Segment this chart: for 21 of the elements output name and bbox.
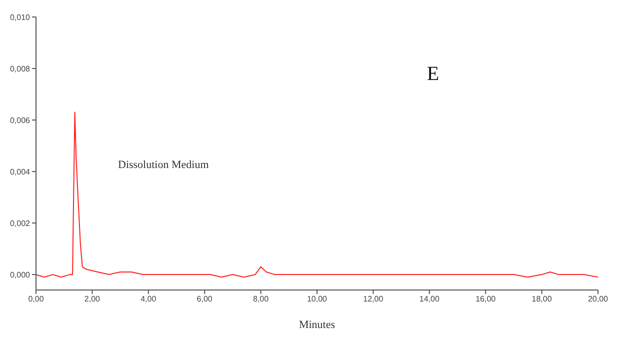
x-tick-label: 20,00 bbox=[588, 294, 609, 304]
x-tick-label: 2,00 bbox=[84, 294, 101, 304]
y-tick-label: 0,002 bbox=[10, 218, 31, 228]
line-series bbox=[36, 112, 598, 278]
x-axis-title: Minutes bbox=[298, 319, 336, 331]
x-tick-label: 12,00 bbox=[363, 294, 384, 304]
y-tick-label: 0,004 bbox=[10, 167, 31, 176]
x-tick-label: 4,00 bbox=[140, 294, 157, 304]
x-tick-label: 10,00 bbox=[306, 294, 328, 304]
x-tick-label: 0,00 bbox=[28, 294, 44, 304]
x-tick-label: 6,00 bbox=[196, 294, 213, 304]
x-tick-label: 18,00 bbox=[532, 294, 552, 304]
y-tick-label: 0,006 bbox=[10, 116, 31, 125]
text: E bbox=[426, 63, 440, 85]
y-tick-label: 0,010 bbox=[10, 12, 31, 22]
y-tick-label: 0,000 bbox=[10, 270, 31, 280]
y-tick-label: 0,008 bbox=[10, 64, 31, 74]
x-tick-label: 16,00 bbox=[476, 294, 496, 304]
x-tick-label: 14,00 bbox=[419, 294, 440, 304]
annotation: Dissolution Medium bbox=[118, 159, 210, 171]
x-tick-label: 8,00 bbox=[253, 294, 270, 304]
